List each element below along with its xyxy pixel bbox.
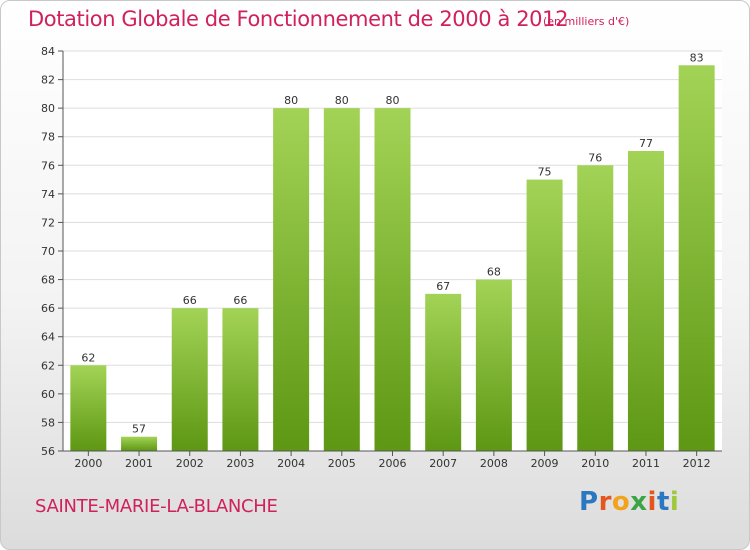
x-tick-label: 2004 [277,457,305,470]
commune-name: SAINTE-MARIE-LA-BLANCHE [35,496,278,517]
x-tick-label: 2006 [379,457,407,470]
logo-letter: t [656,487,670,517]
proxiti-logo[interactable]: Proxiti [579,487,679,517]
bar [425,293,462,451]
y-tick-label: 62 [41,359,55,372]
value-label: 66 [183,294,197,307]
bar [374,108,411,452]
y-tick-label: 76 [41,159,55,172]
x-tick-label: 2005 [328,457,356,470]
y-tick-label: 84 [41,45,55,58]
x-tick-label: 2002 [176,457,204,470]
value-label: 62 [81,351,95,364]
y-tick-label: 82 [41,74,55,87]
value-label: 83 [690,51,704,64]
x-tick-label: 2003 [226,457,254,470]
bars: 62 57 66 66 80 80 80 67 68 75 76 77 83 [70,51,715,452]
x-tick-label: 2011 [632,457,660,470]
bar [323,108,360,452]
value-label: 68 [487,266,501,279]
bar [171,308,208,451]
logo-letter: x [630,487,648,517]
bar [475,279,512,451]
bar [526,179,563,452]
bar [70,365,107,451]
value-label: 75 [538,166,552,179]
value-label: 80 [335,94,349,107]
logo-letter: o [611,487,631,517]
y-tick-label: 72 [41,216,55,229]
logo-letter: i [669,487,680,517]
chart-subtitle: (en milliers d'€) [543,15,630,28]
value-label: 76 [588,151,602,164]
x-tick-label: 2000 [74,457,102,470]
y-tick-label: 56 [41,445,55,458]
y-tick-label: 78 [41,131,55,144]
bar [121,436,158,451]
y-tick-label: 64 [41,331,55,344]
y-tick-label: 74 [41,188,55,201]
y-tick-label: 80 [41,102,55,115]
y-tick-label: 58 [41,416,55,429]
x-tick-label: 2012 [683,457,711,470]
x-tick-label: 2010 [581,457,609,470]
logo-letter: r [598,487,612,517]
bar [222,308,259,451]
value-label: 57 [132,423,146,436]
logo-letter: P [579,487,599,517]
chart-title: Dotation Globale de Fonctionnement de 20… [28,7,569,31]
x-tick-label: 2007 [429,457,457,470]
x-tick-label: 2001 [125,457,153,470]
y-tick-label: 60 [41,388,55,401]
y-tick-label: 66 [41,302,55,315]
x-tick-label: 2008 [480,457,508,470]
value-label: 80 [284,94,298,107]
y-tick-label: 68 [41,274,55,287]
value-label: 67 [436,280,450,293]
bar [273,108,310,452]
value-label: 77 [639,137,653,150]
y-tick-label: 70 [41,245,55,258]
axes: 56 58 60 62 64 66 68 70 72 74 76 78 80 82 84 2000 2001 20… [41,45,722,470]
logo-letter: i [647,487,657,517]
bar [678,65,715,452]
bar [577,165,614,452]
bar [627,151,664,451]
x-tick-label: 2009 [531,457,559,470]
value-label: 80 [386,94,400,107]
value-label: 66 [233,294,247,307]
